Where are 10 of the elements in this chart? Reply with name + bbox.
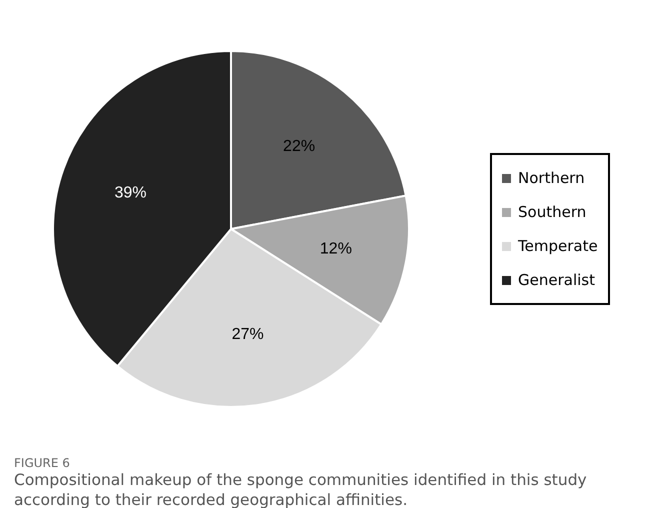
text: Compositional makeup of the sponge communities identified in this study according to their recorded geographical affinities. xyxy=(14,470,588,508)
data-label: 12% xyxy=(320,240,352,258)
caption: FIGURE 6 xyxy=(14,456,70,470)
legend-label: Northern xyxy=(518,169,585,187)
legend-label: Southern xyxy=(518,203,586,221)
legend-label: Temperate xyxy=(518,237,598,255)
legend-label: Generalist xyxy=(518,271,595,289)
data-label: 39% xyxy=(114,184,147,202)
data-label: 27% xyxy=(232,326,264,343)
data-label: 22% xyxy=(283,138,316,156)
